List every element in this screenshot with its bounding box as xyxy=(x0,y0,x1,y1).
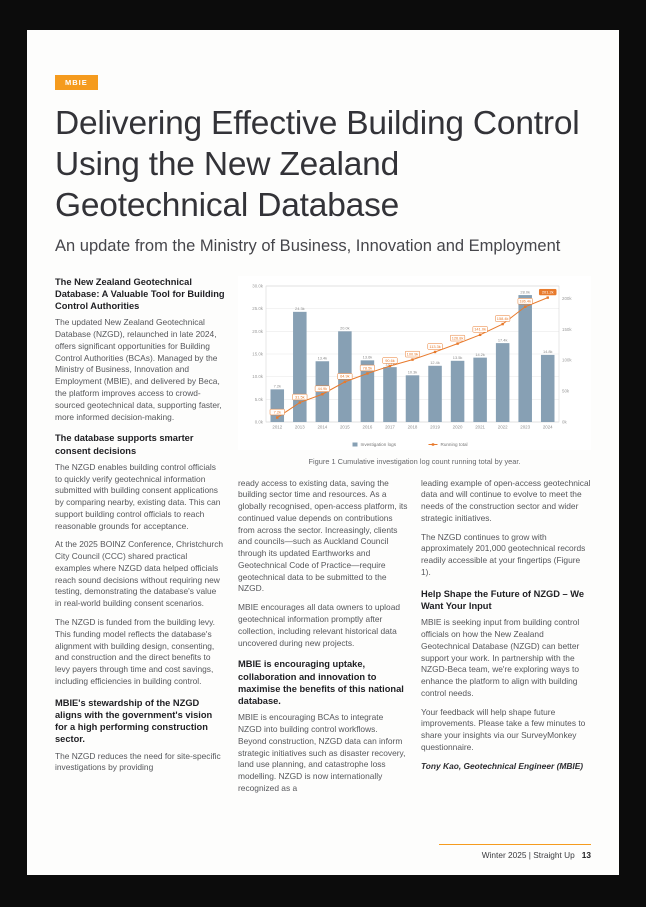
section-heading: Help Shape the Future of NZGD – We Want … xyxy=(421,588,585,611)
svg-text:13.6k: 13.6k xyxy=(363,354,373,359)
body-paragraph: The NZGD reduces the need for site-speci… xyxy=(55,750,221,773)
svg-text:64.9k: 64.9k xyxy=(340,373,350,378)
body-paragraph: Your feedback will help shape future imp… xyxy=(421,706,586,752)
svg-text:20.0k: 20.0k xyxy=(252,328,264,333)
svg-text:14.8k: 14.8k xyxy=(543,349,553,354)
figure-caption: Figure 1 Cumulative investigation log co… xyxy=(308,456,521,466)
article-body: The New Zealand Geotechnical Database: A… xyxy=(55,275,591,802)
svg-text:2024: 2024 xyxy=(543,424,553,429)
svg-text:100.9k: 100.9k xyxy=(407,351,419,356)
svg-text:2016: 2016 xyxy=(363,424,373,429)
svg-text:20.0k: 20.0k xyxy=(340,325,350,330)
svg-text:13.5k: 13.5k xyxy=(453,355,463,360)
svg-text:2020: 2020 xyxy=(453,424,463,429)
column-2: ready access to existing data, saving th… xyxy=(238,478,408,802)
figure-1: 0.0k 5.0k 10.0k 15.0k 20.0k 25.0k 30.0k 0k 50k 10… xyxy=(238,275,591,466)
svg-text:7.2k: 7.2k xyxy=(274,383,281,388)
svg-text:78.5k: 78.5k xyxy=(363,365,373,370)
svg-text:13.4k: 13.4k xyxy=(318,355,328,360)
svg-text:2014: 2014 xyxy=(317,424,327,429)
svg-text:14.2k: 14.2k xyxy=(475,351,485,356)
body-paragraph: The updated New Zealand Geotechnical Dat… xyxy=(55,317,222,422)
svg-text:44.9k: 44.9k xyxy=(318,386,328,391)
svg-text:12.1k: 12.1k xyxy=(385,361,395,366)
svg-text:5.0k: 5.0k xyxy=(255,396,264,401)
svg-text:2013: 2013 xyxy=(295,424,305,429)
svg-text:7.2k: 7.2k xyxy=(274,409,281,414)
svg-text:0.0k: 0.0k xyxy=(255,419,264,424)
body-paragraph: At the 2025 BOINZ Conference, Christchur… xyxy=(55,539,224,609)
section-heading: The database supports smarter consent de… xyxy=(55,433,194,456)
svg-text:150k: 150k xyxy=(562,326,572,331)
article-title: Delivering Effective Building Control Us… xyxy=(55,105,580,224)
column-3: leading example of open-access geotechni… xyxy=(421,478,591,802)
svg-text:15.0k: 15.0k xyxy=(252,351,264,356)
svg-text:24.3k: 24.3k xyxy=(295,306,305,311)
author-credit: Tony Kao, Geotechnical Engineer (MBIE) xyxy=(421,760,584,771)
body-paragraph: leading example of open-access geotechni… xyxy=(421,477,591,523)
svg-text:141.0k: 141.0k xyxy=(474,326,486,331)
svg-text:28.0k: 28.0k xyxy=(520,289,530,294)
svg-text:30.0k: 30.0k xyxy=(252,283,264,288)
section-heading: MBIE's stewardship of the NZGD aligns wi… xyxy=(55,697,213,745)
section-heading: MBIE is encouraging uptake, collaboratio… xyxy=(238,659,404,707)
svg-text:158.4k: 158.4k xyxy=(497,315,509,320)
svg-text:90.6k: 90.6k xyxy=(385,357,395,362)
svg-text:10.0k: 10.0k xyxy=(252,374,264,379)
svg-text:2015: 2015 xyxy=(340,424,350,429)
svg-text:186.4k: 186.4k xyxy=(519,298,531,303)
body-paragraph: MBIE encourages all data owners to uploa… xyxy=(238,602,401,648)
svg-text:0k: 0k xyxy=(562,419,567,424)
svg-text:2021: 2021 xyxy=(475,424,485,429)
svg-text:31.5k: 31.5k xyxy=(295,394,305,399)
svg-text:Running total: Running total xyxy=(441,442,468,447)
svg-text:17.4k: 17.4k xyxy=(498,337,508,342)
svg-text:10.3k: 10.3k xyxy=(408,369,418,374)
magazine-page: MBIE Delivering Effective Building Contr… xyxy=(27,30,619,875)
svg-text:2022: 2022 xyxy=(498,424,508,429)
svg-text:2012: 2012 xyxy=(272,424,282,429)
mbie-section-tag: MBIE xyxy=(55,75,98,90)
cumulative-log-count-chart: 0.0k 5.0k 10.0k 15.0k 20.0k 25.0k 30.0k 0k 50k 10… xyxy=(238,275,591,450)
svg-text:2019: 2019 xyxy=(430,424,440,429)
page-number: 13 xyxy=(581,850,591,860)
svg-text:2023: 2023 xyxy=(520,424,530,429)
page-footer: Winter 2025 | Straight Up 13 xyxy=(439,844,591,860)
svg-text:25.0k: 25.0k xyxy=(252,306,264,311)
svg-text:200k: 200k xyxy=(562,295,572,300)
svg-text:113.3k: 113.3k xyxy=(429,343,440,348)
svg-text:Investigation logs: Investigation logs xyxy=(361,442,397,447)
svg-text:100k: 100k xyxy=(562,357,572,362)
body-paragraph: MBIE is seeking input from building cont… xyxy=(421,617,580,698)
footer-issue-text: Winter 2025 | Straight Up xyxy=(481,850,575,860)
svg-text:50k: 50k xyxy=(562,388,570,393)
article-subtitle: An update from the Ministry of Business,… xyxy=(55,236,561,255)
right-content-area: 0.0k 5.0k 10.0k 15.0k 20.0k 25.0k 30.0k 0k 50k 10… xyxy=(238,275,591,802)
svg-text:12.4k: 12.4k xyxy=(430,360,440,365)
body-paragraph: The NZGD continues to grow with approxim… xyxy=(421,531,586,577)
svg-text:2017: 2017 xyxy=(385,424,395,429)
body-paragraph: The NZGD is funded from the building lev… xyxy=(55,616,215,686)
column-1: The New Zealand Geotechnical Database: A… xyxy=(55,276,225,802)
section-heading: The New Zealand Geotechnical Database: A… xyxy=(55,276,225,312)
body-paragraph: MBIE is encouraging BCAs to integrate NZ… xyxy=(238,712,406,793)
svg-text:126.8k: 126.8k xyxy=(452,335,464,340)
svg-text:2018: 2018 xyxy=(408,424,418,429)
body-paragraph: ready access to existing data, saving th… xyxy=(238,477,408,594)
body-paragraph: The NZGD enables building control offici… xyxy=(55,461,221,531)
svg-text:201.2k: 201.2k xyxy=(542,289,554,294)
